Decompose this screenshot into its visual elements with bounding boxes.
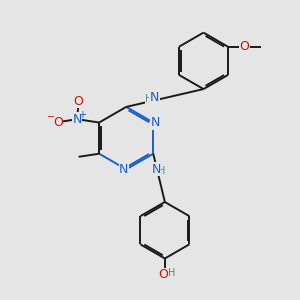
Text: O: O (53, 116, 63, 129)
Text: H: H (158, 166, 166, 176)
Text: O: O (239, 40, 249, 53)
Text: N: N (152, 163, 161, 176)
Text: −: − (47, 112, 56, 122)
Text: H: H (145, 94, 152, 104)
Text: H: H (168, 268, 175, 278)
Text: N: N (119, 163, 128, 176)
Text: N: N (73, 113, 82, 126)
Text: O: O (158, 268, 168, 281)
Text: N: N (150, 91, 159, 103)
Text: N: N (151, 116, 160, 129)
Text: +: + (79, 110, 86, 120)
Text: O: O (74, 95, 84, 108)
